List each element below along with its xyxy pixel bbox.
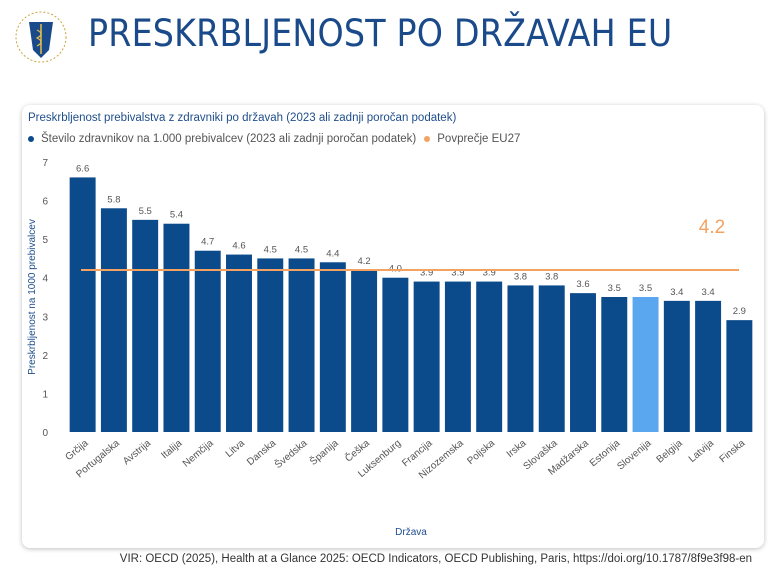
- x-tick-label: Italija: [159, 438, 184, 462]
- legend-bar-marker: [28, 136, 34, 142]
- data-label: 2.9: [733, 306, 746, 317]
- data-label: 3.4: [701, 287, 714, 298]
- x-tick-label: Irska: [505, 438, 529, 461]
- bar: [382, 277, 409, 432]
- x-tick-label: Latvija: [687, 438, 717, 465]
- y-tick-label: 6: [42, 197, 48, 208]
- data-label: 3.9: [483, 268, 496, 279]
- page-title: PRESKRBLJENOST PO DRŽAVAH EU: [88, 12, 673, 55]
- y-tick-label: 5: [42, 235, 48, 246]
- bar: [570, 293, 596, 432]
- logo: [15, 11, 67, 63]
- data-label: 3.9: [420, 268, 433, 279]
- source-citation: VIR: OECD (2025), Health at a Glance 202…: [119, 553, 752, 565]
- y-tick-label: 7: [42, 158, 48, 169]
- legend-avg-marker: [424, 136, 431, 142]
- y-tick-label: 2: [42, 351, 48, 362]
- data-label: 4.5: [295, 244, 308, 255]
- data-label: 3.5: [608, 283, 621, 294]
- x-tick-label: Češka: [342, 436, 372, 464]
- legend: Število zdravnikov na 1.000 prebivalcev …: [28, 133, 520, 145]
- x-tick-label: Grčija: [63, 438, 90, 463]
- bar: [163, 223, 190, 432]
- data-label: 3.4: [670, 287, 683, 298]
- bar: [476, 281, 503, 432]
- data-label: 3.8: [514, 271, 527, 282]
- bar: [100, 208, 127, 432]
- y-tick-label: 0: [42, 428, 48, 439]
- data-label: 3.9: [451, 268, 464, 279]
- data-label: 4.7: [201, 237, 214, 248]
- bar: [507, 285, 534, 432]
- bar: [695, 300, 722, 432]
- x-tick-label: Švedska: [272, 436, 310, 471]
- bar: [601, 297, 628, 432]
- bar: [444, 281, 471, 432]
- bar: [69, 177, 96, 432]
- x-tick-label: Slovenija: [615, 438, 653, 473]
- bar: [194, 250, 221, 432]
- data-label: 5.4: [170, 210, 183, 221]
- y-axis-title: Preskrbljenost na 1000 prebivalcev: [27, 219, 38, 375]
- data-label: 3.6: [576, 279, 589, 290]
- bar: [288, 258, 315, 432]
- x-tick-label: Španija: [307, 436, 341, 468]
- x-tick-label: Nemčija: [181, 438, 216, 470]
- bar: [319, 262, 346, 432]
- eu27-average-label: 4.2: [699, 217, 725, 238]
- bar: [538, 285, 565, 432]
- data-label: 4.6: [232, 241, 245, 252]
- bar: [132, 219, 159, 432]
- y-tick-label: 3: [42, 312, 48, 323]
- y-tick-label: 4: [42, 274, 48, 285]
- y-tick-label: 1: [42, 389, 48, 400]
- bar: [632, 297, 659, 432]
- bar: [351, 270, 378, 432]
- bar: [663, 300, 690, 432]
- x-tick-label: Poljska: [465, 438, 497, 467]
- data-label: 4.2: [357, 256, 370, 267]
- bar: [726, 320, 753, 432]
- x-tick-label: Litva: [224, 438, 248, 460]
- x-tick-label: Finska: [718, 438, 748, 466]
- x-tick-label: Belgija: [655, 438, 685, 466]
- bar: [257, 258, 284, 432]
- data-label: 5.5: [139, 206, 152, 217]
- data-label: 4.4: [326, 248, 339, 259]
- chart-title: Preskrbljenost prebivalstva z zdravniki …: [28, 112, 457, 124]
- data-label: 3.8: [545, 271, 558, 282]
- data-label: 5.8: [107, 194, 120, 205]
- bar: [226, 254, 252, 432]
- legend-bar-label: Število zdravnikov na 1.000 prebivalcev …: [41, 133, 417, 145]
- data-label: 3.5: [639, 283, 652, 294]
- data-label: 6.6: [76, 163, 89, 174]
- x-tick-label: Avstrija: [121, 438, 153, 468]
- bar: [413, 281, 440, 432]
- data-label: 4.5: [264, 244, 277, 255]
- x-axis-title: Država: [395, 527, 427, 538]
- legend-avg-label: Povprečje EU27: [437, 133, 521, 145]
